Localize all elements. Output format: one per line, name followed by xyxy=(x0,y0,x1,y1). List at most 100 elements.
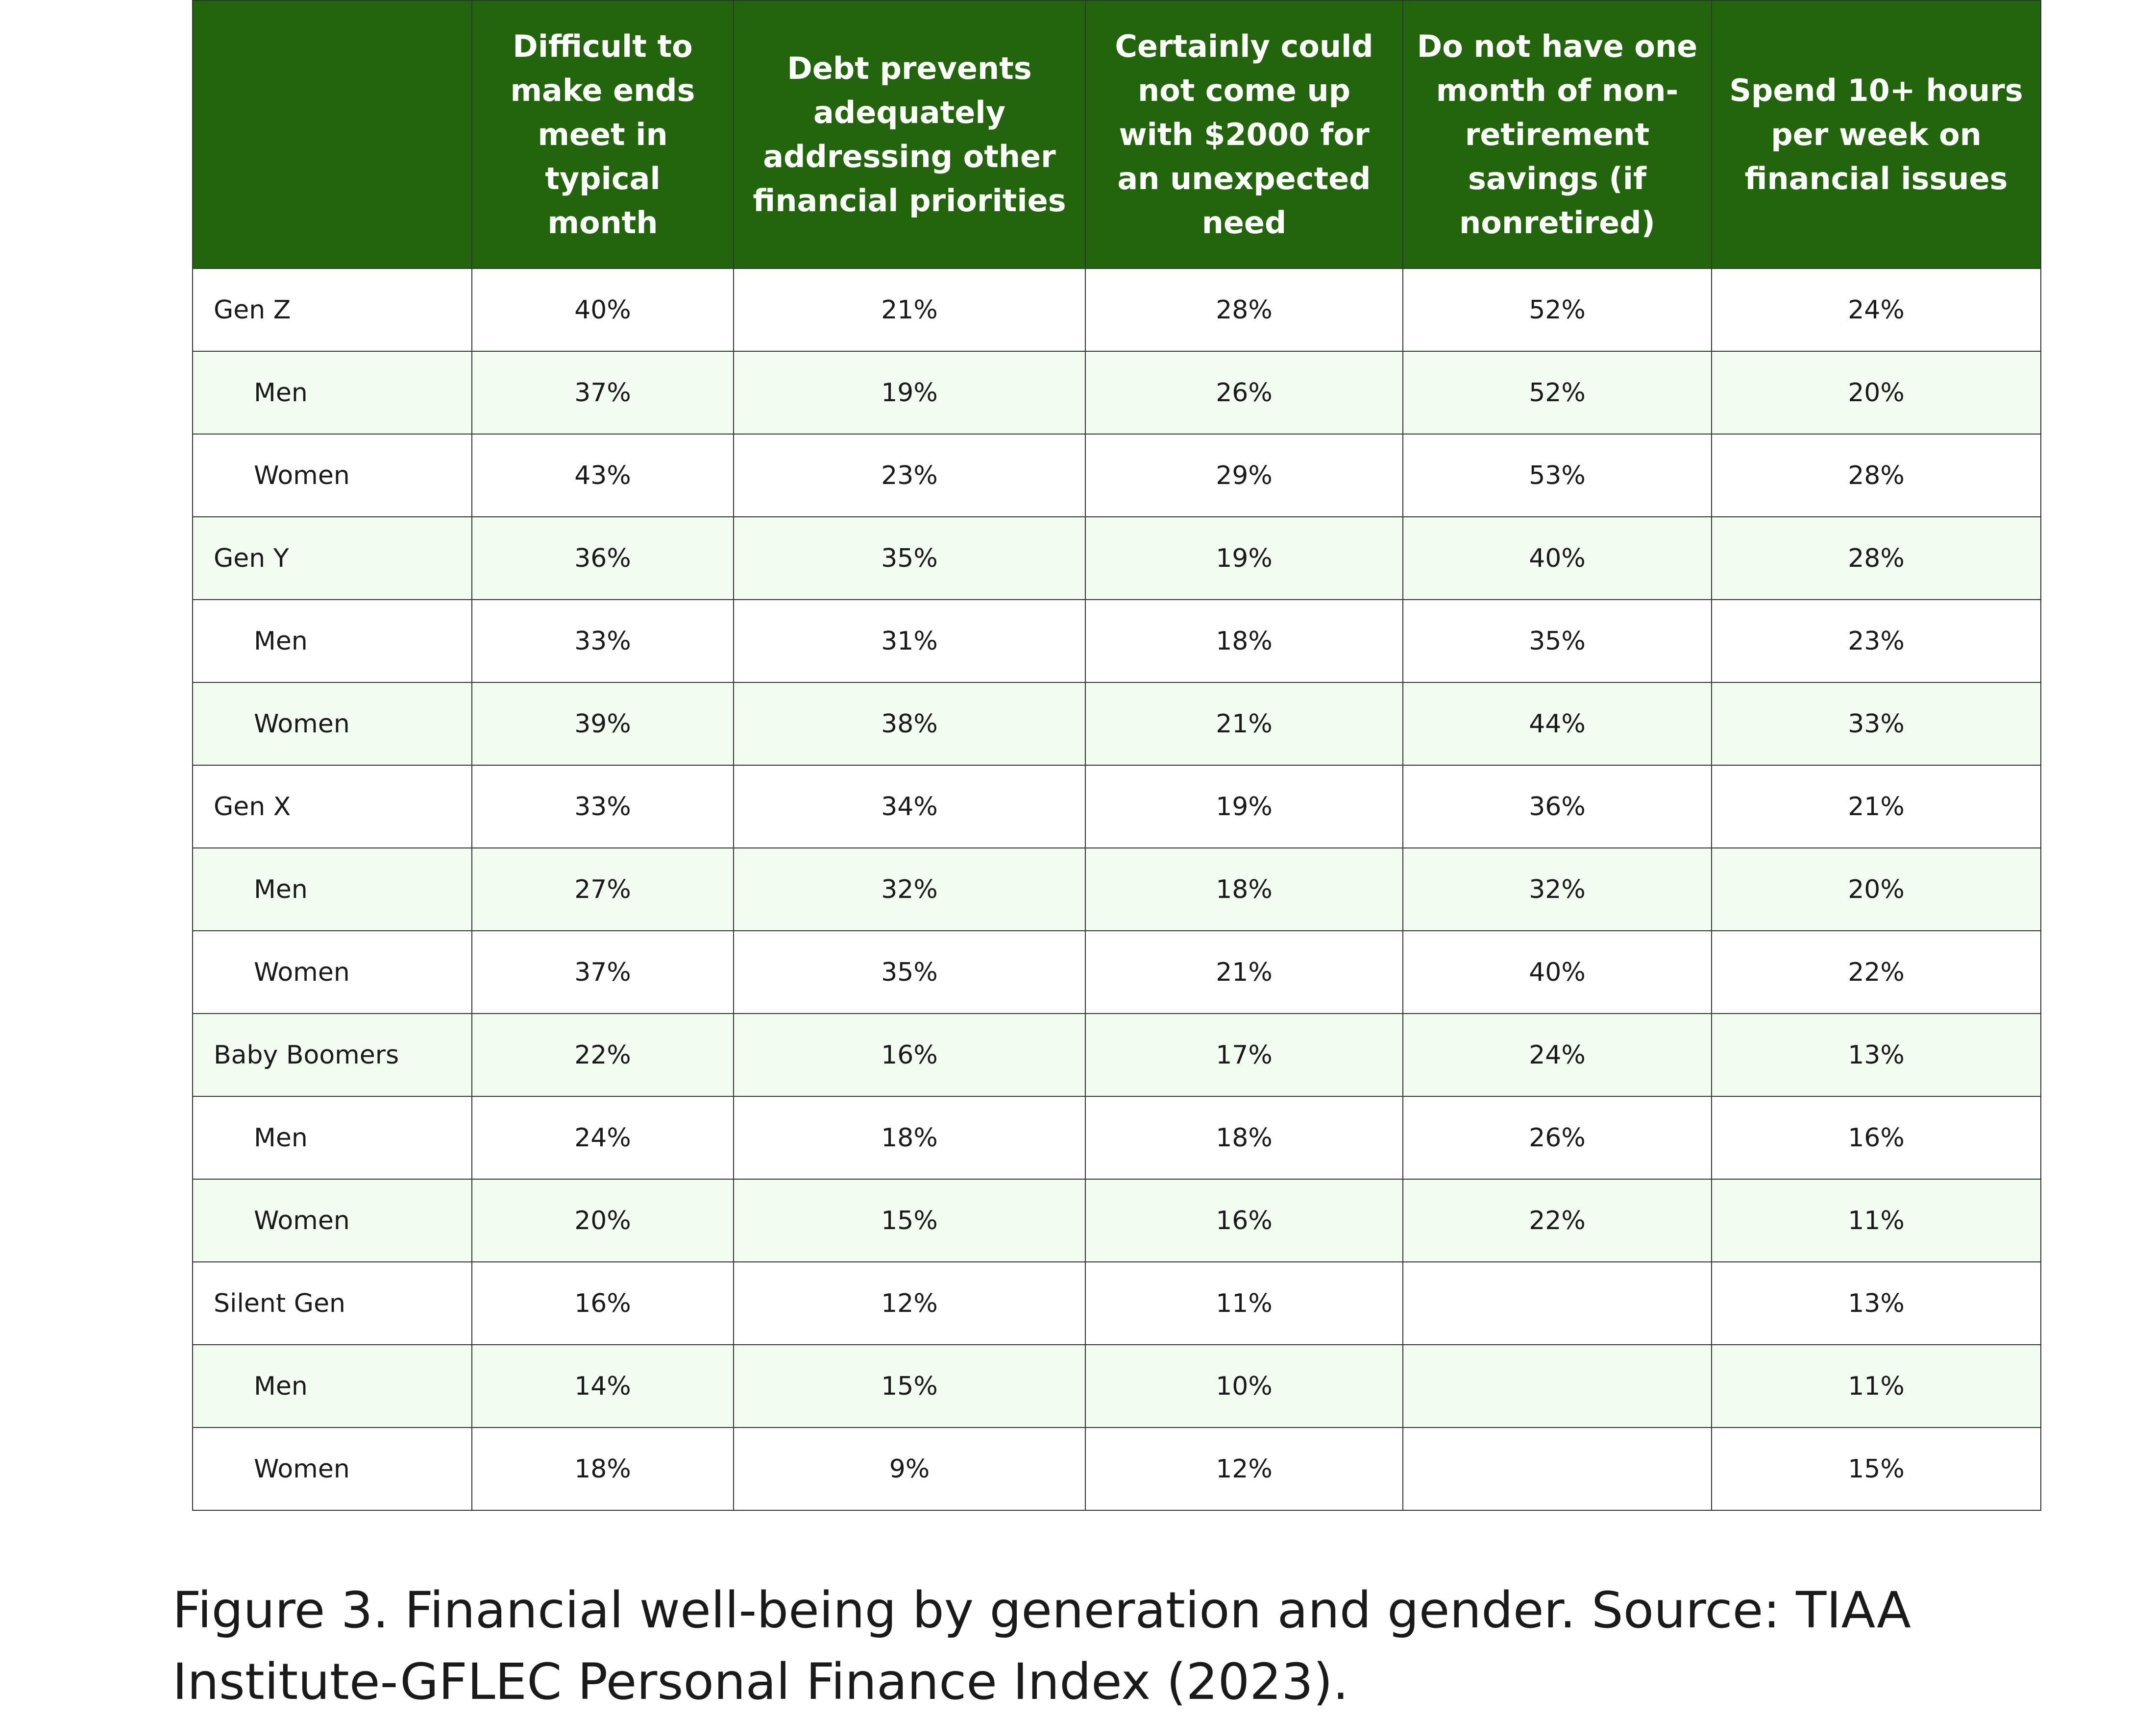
table-cell: 20% xyxy=(471,1179,734,1262)
table-cell: 18% xyxy=(1085,847,1403,931)
table-cell: 21% xyxy=(1711,765,2041,848)
data-table: Difficult to make ends meet in typical m… xyxy=(192,0,2041,1511)
table-cell: 36% xyxy=(1402,765,1712,848)
table-cell: 17% xyxy=(1085,1013,1403,1097)
table-cell: 52% xyxy=(1402,351,1712,435)
row-label: Baby Boomers xyxy=(192,1013,472,1097)
table-cell: 15% xyxy=(733,1344,1086,1428)
table-cell: 33% xyxy=(1711,682,2041,766)
table-cell: 40% xyxy=(1402,930,1712,1014)
table-cell: 9% xyxy=(733,1427,1086,1511)
table-cell: 16% xyxy=(1711,1096,2041,1180)
table-row: Men 33% 31% 18% 35% 23% xyxy=(192,599,2041,683)
table-cell: 14% xyxy=(471,1344,734,1428)
table-cell: 18% xyxy=(1085,599,1403,683)
table-cell: 24% xyxy=(1711,268,2041,352)
table-cell: 16% xyxy=(1085,1179,1403,1262)
table-cell: 53% xyxy=(1402,434,1712,517)
row-label: Women xyxy=(192,1179,472,1262)
header-row: Difficult to make ends meet in typical m… xyxy=(192,0,2041,269)
table-cell: 12% xyxy=(1085,1427,1403,1511)
table-row: Gen Z 40% 21% 28% 52% 24% xyxy=(192,268,2041,352)
table-row: Men 24% 18% 18% 26% 16% xyxy=(192,1096,2041,1180)
table-cell: 32% xyxy=(733,847,1086,931)
table-cell: 22% xyxy=(1402,1179,1712,1262)
table-cell: 35% xyxy=(733,930,1086,1014)
table-cell: 34% xyxy=(733,765,1086,848)
table-cell: 18% xyxy=(733,1096,1086,1180)
table-row: Gen Y 36% 35% 19% 40% 28% xyxy=(192,516,2041,600)
table-cell: 26% xyxy=(1402,1096,1712,1180)
table-cell: 24% xyxy=(471,1096,734,1180)
row-label: Gen X xyxy=(192,765,472,848)
row-label: Men xyxy=(192,351,472,435)
table-cell: 19% xyxy=(1085,516,1403,600)
table-cell: 26% xyxy=(1085,351,1403,435)
table-cell: 12% xyxy=(733,1261,1086,1345)
table-row: Baby Boomers 22% 16% 17% 24% 13% xyxy=(192,1013,2041,1097)
table-cell: 22% xyxy=(1711,930,2041,1014)
table-cell: 28% xyxy=(1711,516,2041,600)
table-cell: 27% xyxy=(471,847,734,931)
table-cell: 43% xyxy=(471,434,734,517)
row-label: Men xyxy=(192,847,472,931)
table-cell: 15% xyxy=(1711,1427,2041,1511)
row-label: Men xyxy=(192,1344,472,1428)
table-cell: 23% xyxy=(1711,599,2041,683)
row-label: Men xyxy=(192,599,472,683)
row-label: Gen Y xyxy=(192,516,472,600)
table-cell: 40% xyxy=(1402,516,1712,600)
table-cell: 32% xyxy=(1402,847,1712,931)
table-row: Women 43% 23% 29% 53% 28% xyxy=(192,434,2041,517)
figure-caption: Figure 3. Financial well-being by genera… xyxy=(172,1581,1911,1711)
table-row: Men 27% 32% 18% 32% 20% xyxy=(192,847,2041,931)
table-cell: 35% xyxy=(733,516,1086,600)
table-cell: 39% xyxy=(471,682,734,766)
table-cell: 20% xyxy=(1711,351,2041,435)
table-row: Women 37% 35% 21% 40% 22% xyxy=(192,930,2041,1014)
row-label: Women xyxy=(192,434,472,517)
row-label: Men xyxy=(192,1096,472,1180)
row-label: Women xyxy=(192,682,472,766)
table-row: Women 20% 15% 16% 22% 11% xyxy=(192,1179,2041,1262)
table-row: Gen X 33% 34% 19% 36% 21% xyxy=(192,765,2041,848)
table-cell: 21% xyxy=(733,268,1086,352)
table-cell: 28% xyxy=(1085,268,1403,352)
table-cell: 13% xyxy=(1711,1013,2041,1097)
table-cell: 38% xyxy=(733,682,1086,766)
table-cell: 16% xyxy=(471,1261,734,1345)
table-body: Gen Z 40% 21% 28% 52% 24% Men 37% 19% 26% 52% 20% Wo… xyxy=(192,268,2041,1511)
column-header-1: Difficult to make ends meet in typical m… xyxy=(471,0,734,269)
table-cell: 52% xyxy=(1402,268,1712,352)
table-cell: 20% xyxy=(1711,847,2041,931)
column-header-2: Debt prevents adequately addressing othe… xyxy=(733,0,1086,269)
table-cell: 28% xyxy=(1711,434,2041,517)
row-label: Women xyxy=(192,930,472,1014)
table-cell: 19% xyxy=(733,351,1086,435)
table-cell xyxy=(1402,1427,1712,1511)
table-cell: 36% xyxy=(471,516,734,600)
table-cell: 29% xyxy=(1085,434,1403,517)
table-cell: 22% xyxy=(471,1013,734,1097)
table-cell: 11% xyxy=(1085,1261,1403,1345)
table-row: Silent Gen 16% 12% 11% 13% xyxy=(192,1261,2041,1345)
table-cell: 15% xyxy=(733,1179,1086,1262)
table-cell: 11% xyxy=(1711,1344,2041,1428)
table-cell: 44% xyxy=(1402,682,1712,766)
table-cell xyxy=(1402,1344,1712,1428)
row-label: Gen Z xyxy=(192,268,472,352)
row-label: Women xyxy=(192,1427,472,1511)
table-cell: 37% xyxy=(471,351,734,435)
table-cell: 13% xyxy=(1711,1261,2041,1345)
column-header-5: Spend 10+ hours per week on financial is… xyxy=(1711,0,2041,269)
table-row: Men 37% 19% 26% 52% 20% xyxy=(192,351,2041,435)
table-cell: 21% xyxy=(1085,682,1403,766)
table-cell: 18% xyxy=(1085,1096,1403,1180)
table-cell: 21% xyxy=(1085,930,1403,1014)
table-cell: 33% xyxy=(471,599,734,683)
table-cell: 35% xyxy=(1402,599,1712,683)
header-corner-cell xyxy=(192,0,472,269)
table-cell: 37% xyxy=(471,930,734,1014)
table-cell: 16% xyxy=(733,1013,1086,1097)
column-header-4: Do not have one month of non-retirement … xyxy=(1402,0,1712,269)
